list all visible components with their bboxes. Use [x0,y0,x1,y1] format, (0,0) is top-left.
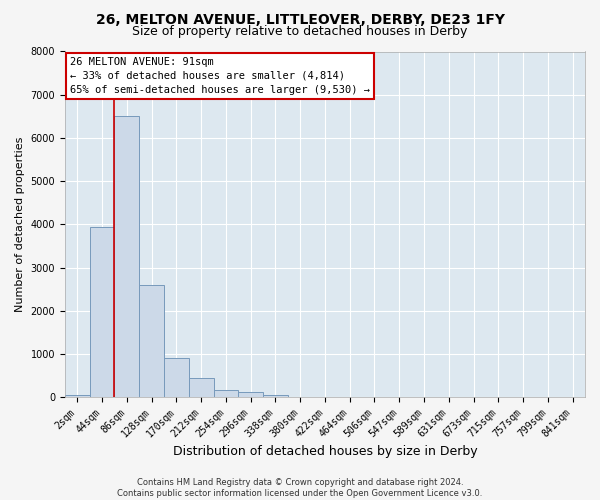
Bar [238,392,263,397]
Bar [214,390,238,397]
X-axis label: Distribution of detached houses by size in Derby: Distribution of detached houses by size … [173,444,477,458]
Text: Size of property relative to detached houses in Derby: Size of property relative to detached ho… [133,25,467,38]
Bar [164,358,189,397]
Bar [139,285,164,397]
Text: Contains HM Land Registry data © Crown copyright and database right 2024.
Contai: Contains HM Land Registry data © Crown c… [118,478,482,498]
Text: 26 MELTON AVENUE: 91sqm
← 33% of detached houses are smaller (4,814)
65% of semi: 26 MELTON AVENUE: 91sqm ← 33% of detache… [70,56,370,94]
Text: 26, MELTON AVENUE, LITTLEOVER, DERBY, DE23 1FY: 26, MELTON AVENUE, LITTLEOVER, DERBY, DE… [95,12,505,26]
Bar [65,395,89,397]
Y-axis label: Number of detached properties: Number of detached properties [15,136,25,312]
Bar [89,226,115,397]
Bar [115,116,139,397]
Bar [263,394,288,397]
Bar [189,378,214,397]
